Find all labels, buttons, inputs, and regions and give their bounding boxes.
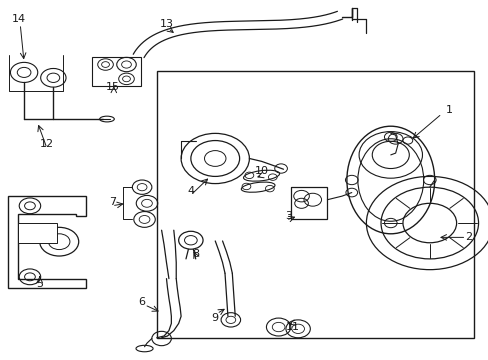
Bar bbox=[18, 223, 57, 243]
Text: 10: 10 bbox=[254, 166, 268, 176]
Text: 13: 13 bbox=[159, 19, 173, 29]
Text: 6: 6 bbox=[138, 297, 145, 307]
Text: 12: 12 bbox=[40, 139, 54, 149]
Bar bbox=[92, 57, 141, 86]
Text: 1: 1 bbox=[445, 105, 452, 115]
Text: 9: 9 bbox=[211, 313, 218, 323]
Text: 8: 8 bbox=[192, 248, 199, 258]
Text: 15: 15 bbox=[105, 82, 120, 92]
Text: 14: 14 bbox=[12, 14, 26, 24]
Text: 2: 2 bbox=[464, 232, 471, 242]
Text: 11: 11 bbox=[285, 322, 300, 332]
Text: 7: 7 bbox=[109, 197, 116, 207]
Text: 4: 4 bbox=[187, 186, 194, 196]
Bar bbox=[290, 187, 327, 220]
Text: 3: 3 bbox=[285, 211, 291, 221]
Text: 5: 5 bbox=[36, 279, 43, 289]
